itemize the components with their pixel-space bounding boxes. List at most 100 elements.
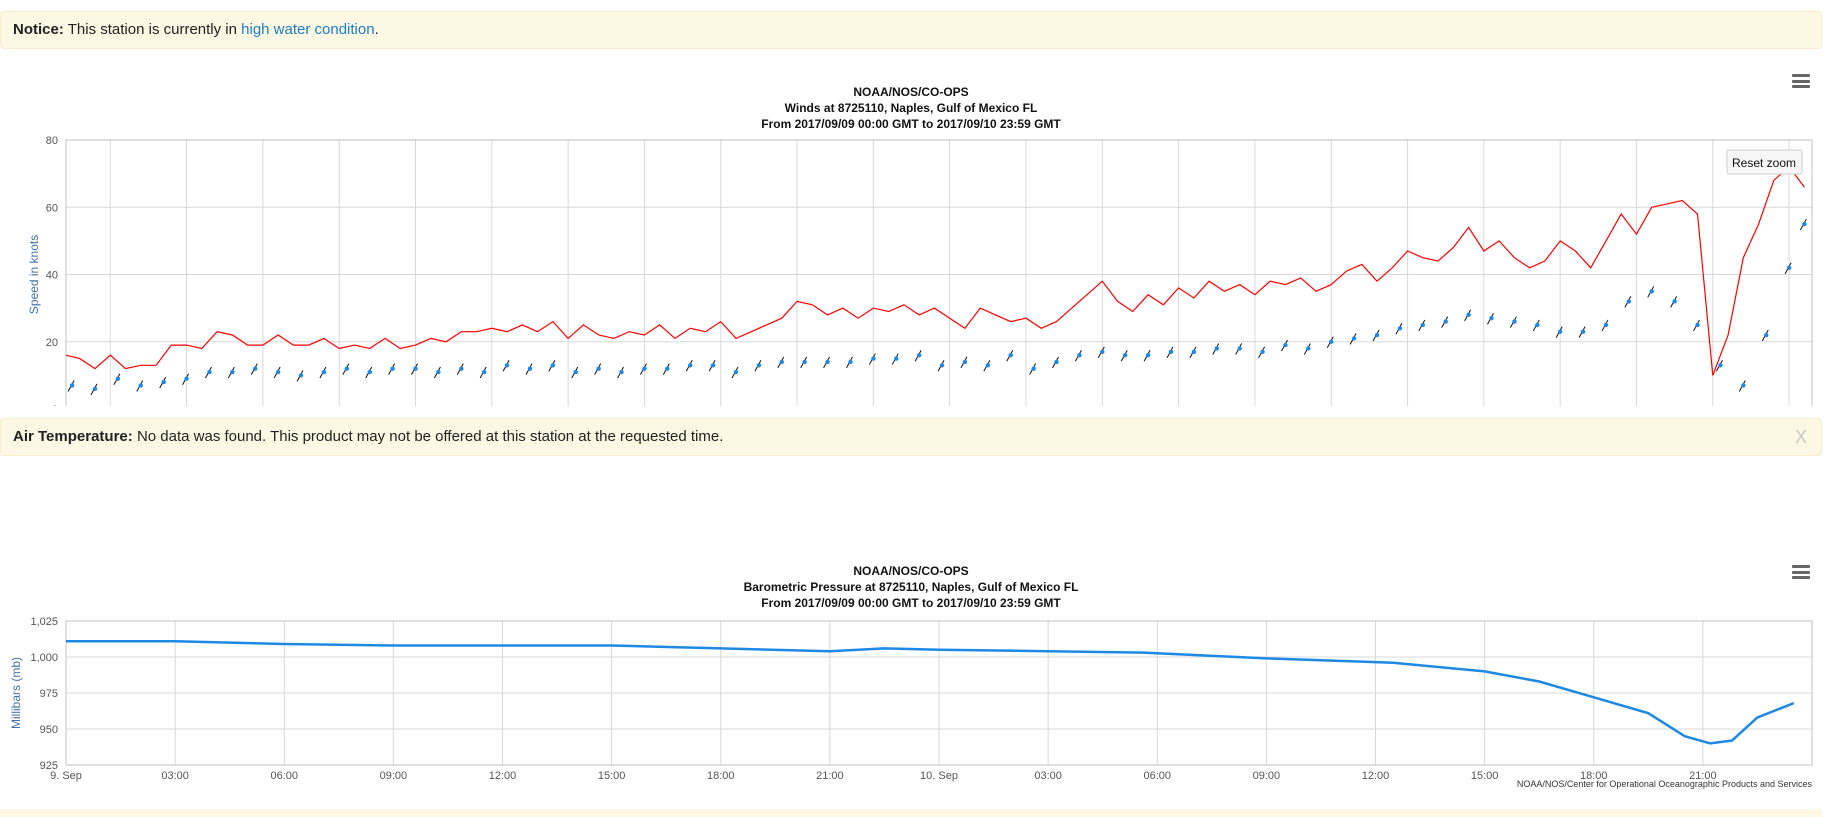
wind-point <box>1100 349 1105 355</box>
wind-point <box>665 366 670 371</box>
y-tick-label: 975 <box>40 688 58 700</box>
x-tick-label: 18:00 <box>1580 770 1608 782</box>
wind-point <box>688 363 693 368</box>
y-tick-label: 0 <box>52 404 58 406</box>
wind-point <box>1741 383 1746 388</box>
notice-label: Notice: <box>13 21 64 38</box>
x-tick-label: 21:00 <box>816 770 844 782</box>
wind-point <box>459 366 464 371</box>
x-tick-label: 9. Sep <box>50 770 82 782</box>
wind-point <box>1031 366 1036 371</box>
pressure-chart: NOAA/NOS/CO-OPS Barometric Pressure at 87… <box>0 470 1822 800</box>
wind-point <box>481 369 487 375</box>
wind-point <box>390 366 395 371</box>
wind-point <box>504 363 510 368</box>
air-temperature-label: Air Temperature: <box>13 428 133 445</box>
wind-point <box>1649 289 1654 294</box>
wind-point <box>825 359 830 365</box>
wind-chart-svg: NOAA/NOS/CO-OPS Winds at 8725110, Naples,… <box>27 85 1813 466</box>
y-tick-label: 925 <box>40 760 58 772</box>
wind-point <box>321 369 327 375</box>
wind-point <box>1122 353 1128 358</box>
wind-point <box>916 353 922 358</box>
wind-point <box>1443 319 1448 324</box>
wind-point <box>1603 322 1609 328</box>
wind-point <box>939 363 945 368</box>
x-tick-label: 09:00 <box>380 770 408 782</box>
wind-point <box>1672 299 1677 304</box>
wind-point <box>1580 329 1586 334</box>
wind-point <box>710 363 716 368</box>
wind-point <box>1145 353 1151 358</box>
high-water-link[interactable]: high water condition <box>241 21 375 38</box>
wind-point <box>848 359 853 365</box>
y-tick-label: 60 <box>46 202 58 214</box>
notice-period: . <box>374 21 379 38</box>
wind-point <box>1786 265 1792 270</box>
close-icon[interactable]: X <box>1794 427 1807 447</box>
wind-point <box>1054 359 1059 365</box>
wind-point <box>985 363 991 368</box>
wind-chart: NOAA/NOS/CO-OPS Winds at 8725110, Naples,… <box>0 56 1822 466</box>
x-tick-label: 09:00 <box>1253 770 1281 782</box>
wind-point <box>115 376 121 381</box>
wind-point <box>871 356 876 361</box>
y-axis-title: Speed in knots <box>27 235 41 314</box>
wind-point <box>1489 316 1494 321</box>
wind-point <box>275 369 281 375</box>
wind-point <box>1237 346 1242 351</box>
wind-point <box>550 363 556 368</box>
reset-zoom-button[interactable]: Reset zoom <box>1726 149 1803 175</box>
chart-credit: NOAA/NOS/Center for Operational Oceanogr… <box>1517 779 1813 789</box>
air-temperature-text: No data was found. This product may not … <box>136 428 724 445</box>
y-tick-label: 80 <box>46 135 58 147</box>
y-tick-label: 40 <box>46 270 58 282</box>
wind-point <box>1283 342 1288 348</box>
wind-point <box>1351 336 1357 341</box>
wind-point <box>207 369 212 375</box>
air-temperature-banner: Air Temperature: No data was found. This… <box>0 418 1822 456</box>
reset-zoom-button-label: Reset zoom <box>1732 156 1796 170</box>
wind-point <box>894 356 899 361</box>
pressure-chart-menu-icon[interactable] <box>1792 565 1810 579</box>
wind-point <box>1420 322 1426 328</box>
wind-point <box>642 366 647 371</box>
wind-chart-subtitle-station: Winds at 8725110, Naples, Gulf of Mexico… <box>785 101 1038 115</box>
plot-border <box>65 620 1813 766</box>
x-tick-label: 12:00 <box>1362 770 1390 782</box>
wind-point <box>619 369 624 375</box>
wind-point <box>756 363 762 368</box>
wind-point <box>184 376 189 381</box>
pressure-chart-subtitle-station: Barometric Pressure at 8725110, Naples, … <box>744 580 1079 594</box>
wind-chart-menu-icon[interactable] <box>1792 74 1810 88</box>
wind-point <box>802 359 807 365</box>
wind-point <box>1397 326 1403 331</box>
x-tick-label: 12:00 <box>489 770 517 782</box>
wind-point <box>573 369 578 375</box>
wind-point <box>1191 349 1197 355</box>
wind-point <box>253 366 258 371</box>
x-tick-label: 10. Sep <box>920 770 958 782</box>
wind-chart-subtitle-range: From 2017/09/09 00:00 GMT to 2017/09/10 … <box>761 117 1061 131</box>
wind-point <box>367 369 372 375</box>
wind-point <box>436 369 441 375</box>
gusts-series-line <box>65 166 1805 376</box>
wind-point <box>1557 329 1563 334</box>
x-tick-label: 21:00 <box>1689 770 1717 782</box>
x-tick-label: 06:00 <box>1143 770 1171 782</box>
pressure-chart-title: NOAA/NOS/CO-OPS <box>853 564 968 578</box>
wind-point <box>1695 322 1700 328</box>
bottom-banner <box>0 809 1822 817</box>
notice-banner: Notice: This station is currently in hig… <box>0 11 1822 49</box>
y-tick-label: 1,025 <box>30 616 58 628</box>
wind-point <box>1329 339 1334 344</box>
wind-point <box>596 366 601 371</box>
wind-point <box>1306 346 1311 351</box>
wind-point <box>69 383 75 388</box>
wind-point <box>1374 332 1380 338</box>
wind-point <box>1764 332 1769 338</box>
pressure-chart-subtitle-range: From 2017/09/09 00:00 GMT to 2017/09/10 … <box>761 596 1061 610</box>
wind-point <box>230 369 235 375</box>
x-tick-label: 03:00 <box>161 770 189 782</box>
wind-point <box>1466 312 1471 318</box>
